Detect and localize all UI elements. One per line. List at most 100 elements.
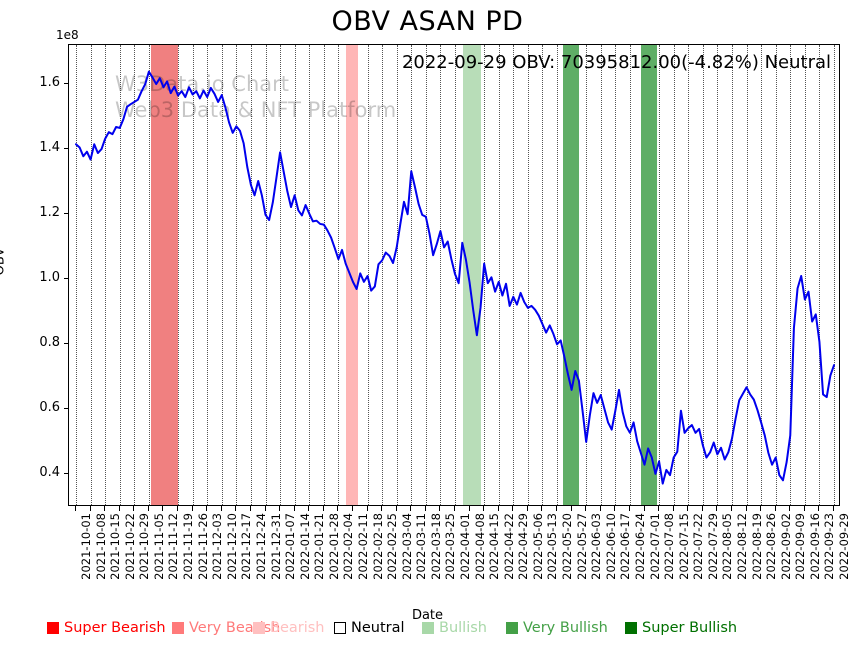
gridline (557, 45, 559, 505)
x-tick-mark (789, 506, 791, 511)
signal-band (563, 45, 580, 505)
x-tick-mark (89, 506, 91, 511)
x-tick-label: 2022-07-29 (705, 513, 720, 580)
x-tick-label: 2021-12-24 (253, 513, 268, 580)
gridline (250, 45, 252, 505)
gridline (207, 45, 209, 505)
x-tick-mark (556, 506, 558, 511)
gridline (629, 45, 631, 505)
x-tick-label: 2022-04-08 (472, 513, 487, 580)
legend-item[interactable]: Super Bullish (625, 620, 737, 636)
legend-swatch (334, 622, 346, 634)
x-tick-mark (206, 506, 208, 511)
gridline (134, 45, 136, 505)
chart-subtitle-readout: 2022-09-29 OBV: 70395812.00(-4.82%) Neut… (401, 52, 831, 73)
gridline (367, 45, 369, 505)
legend-label: Super Bullish (642, 620, 738, 636)
y-tick-mark (64, 278, 68, 280)
x-tick-label: 2021-11-19 (181, 513, 196, 580)
x-tick-mark (658, 506, 660, 511)
x-tick-label: 2022-03-25 (443, 513, 458, 580)
y-tick-mark (64, 148, 68, 150)
legend-item[interactable]: Very Bullish (506, 620, 608, 636)
x-tick-label: 2022-04-29 (516, 513, 531, 580)
legend-swatch (47, 622, 59, 634)
x-tick-mark (395, 506, 397, 511)
legend-label: Very Bullish (523, 620, 608, 636)
gridline (294, 45, 296, 505)
x-tick-label: 2022-08-12 (734, 513, 749, 580)
gridline (498, 45, 500, 505)
y-axis-exponent-label: 1e8 (56, 28, 79, 42)
x-tick-mark (249, 506, 251, 511)
x-tick-label: 2022-05-13 (545, 513, 560, 580)
x-tick-label: 2022-08-19 (749, 513, 764, 580)
signal-band (150, 45, 178, 505)
y-tick-mark (64, 473, 68, 475)
y-tick-label: 1.4 (39, 140, 60, 156)
x-tick-mark (497, 506, 499, 511)
y-tick-mark (64, 343, 68, 345)
gridline (600, 45, 602, 505)
x-tick-label: 2022-09-23 (822, 513, 837, 580)
x-tick-label: 2022-09-16 (807, 513, 822, 580)
x-tick-label: 2022-02-18 (370, 513, 385, 580)
gridline (440, 45, 442, 505)
legend-item[interactable]: Super Bearish (47, 620, 166, 636)
gridline (265, 45, 267, 505)
x-tick-label: 2022-02-25 (385, 513, 400, 580)
x-tick-mark (599, 506, 601, 511)
x-tick-label: 2022-07-15 (676, 513, 691, 580)
gridline (76, 45, 77, 505)
x-tick-label: 2021-12-10 (224, 513, 239, 580)
x-tick-label: 2022-07-22 (691, 513, 706, 580)
signal-band (462, 45, 482, 505)
x-tick-mark (118, 506, 120, 511)
gridline (192, 45, 194, 505)
x-tick-label: 2022-09-09 (793, 513, 808, 580)
x-tick-mark (701, 506, 703, 511)
x-tick-label: 2022-06-03 (589, 513, 604, 580)
gridline (761, 45, 763, 505)
x-tick-mark (774, 506, 776, 511)
gridline (527, 45, 529, 505)
x-tick-mark (162, 506, 164, 511)
gridline (790, 45, 792, 505)
x-axis-label: Date (411, 608, 444, 623)
x-tick-label: 2021-10-01 (79, 513, 93, 580)
x-tick-mark (833, 506, 834, 511)
x-tick-label: 2022-04-22 (501, 513, 516, 580)
x-tick-label: 2022-01-07 (283, 513, 298, 580)
x-tick-label: 2022-02-04 (341, 513, 356, 580)
x-tick-mark (730, 506, 732, 511)
gridline (819, 45, 821, 505)
y-tick-label: 0.8 (39, 335, 60, 351)
x-tick-mark (526, 506, 528, 511)
x-tick-mark (614, 506, 616, 511)
legend-item[interactable]: Bearish (253, 620, 325, 636)
x-tick-label: 2021-12-03 (210, 513, 225, 580)
x-tick-mark (628, 506, 630, 511)
x-tick-mark (541, 506, 543, 511)
x-tick-label: 2022-05-06 (530, 513, 545, 580)
x-tick-label: 2021-10-15 (108, 513, 123, 580)
gridline (542, 45, 544, 505)
gridline (323, 45, 325, 505)
x-tick-mark (468, 506, 470, 511)
x-tick-mark (570, 506, 572, 511)
legend-item[interactable]: Neutral (334, 620, 405, 636)
x-tick-label: 2022-04-01 (458, 513, 472, 580)
x-tick-mark (818, 506, 820, 511)
x-tick-mark (585, 506, 587, 511)
x-tick-mark (191, 506, 193, 511)
legend-label: Bullish (439, 620, 487, 636)
y-tick-label: 0.4 (39, 465, 60, 481)
legend-item[interactable]: Bullish (422, 620, 487, 636)
x-tick-label: 2022-07-08 (662, 513, 677, 580)
y-tick-label: 0.6 (39, 400, 60, 416)
x-tick-label: 2021-11-12 (166, 513, 181, 580)
gridline (586, 45, 588, 505)
gridline (119, 45, 121, 505)
x-tick-label: 2021-10-29 (137, 513, 152, 580)
x-tick-label: 2022-03-04 (399, 513, 414, 580)
